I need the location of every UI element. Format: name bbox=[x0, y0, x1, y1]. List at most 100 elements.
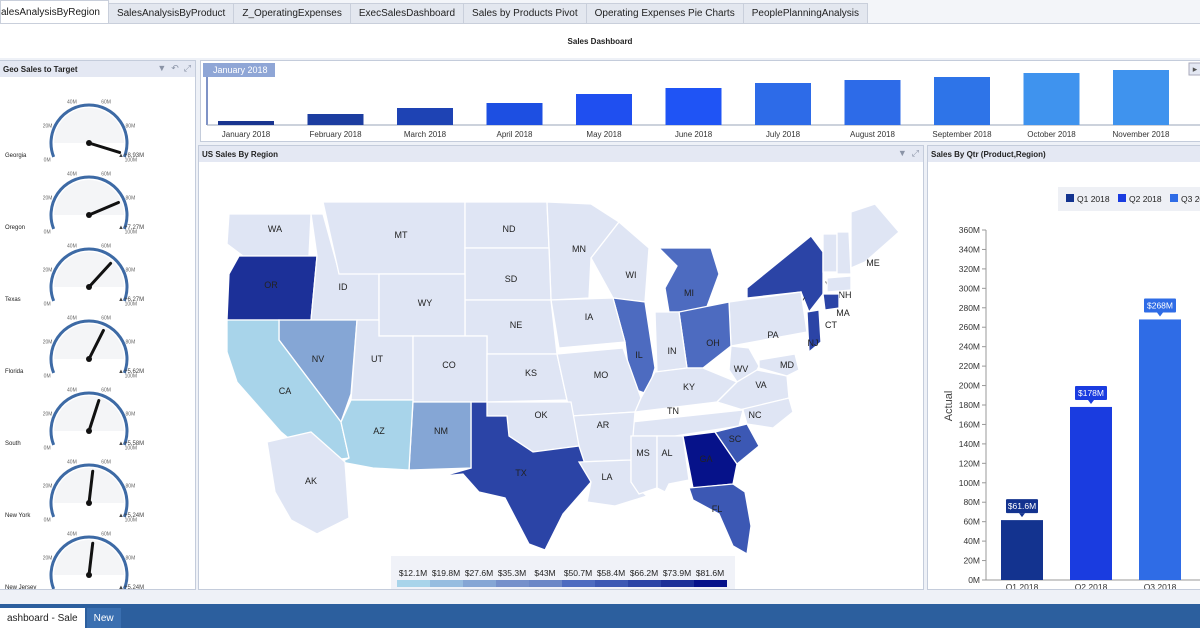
gauge-oregon[interactable]: 0M 20M 40M 60M 80M 100M Oregon ▲+7.27M bbox=[5, 171, 144, 235]
state-nh[interactable]: NH bbox=[836, 231, 852, 300]
tab-salesanalysisbyregion[interactable]: alesAnalysisByRegion bbox=[0, 0, 109, 23]
qtr-bar[interactable] bbox=[1001, 520, 1043, 580]
gauge-south[interactable]: 0M 20M 40M 60M 80M 100M South ▲+5.58M bbox=[5, 387, 144, 451]
filter-icon[interactable]: ▼ bbox=[897, 148, 907, 158]
state-fl[interactable]: FL bbox=[688, 483, 752, 556]
state-co[interactable]: CO bbox=[412, 335, 488, 403]
state-md[interactable]: MD bbox=[758, 353, 800, 377]
state-ma[interactable]: MA bbox=[826, 275, 852, 318]
state-shape[interactable] bbox=[442, 401, 592, 551]
state-shape[interactable] bbox=[408, 401, 472, 471]
qtr-y-tick: 60M bbox=[963, 517, 980, 527]
scroll-right-icon[interactable]: ▸ bbox=[1193, 64, 1198, 74]
state-az[interactable]: AZ bbox=[338, 399, 414, 471]
sheet-tab-dashboard[interactable]: ashboard - Sale bbox=[0, 608, 85, 628]
state-shape[interactable] bbox=[550, 297, 626, 349]
qtr-bar[interactable] bbox=[1070, 406, 1112, 580]
state-shape[interactable] bbox=[806, 309, 822, 354]
gauge-region-label: Oregon bbox=[5, 225, 25, 231]
state-nm[interactable]: NM bbox=[408, 401, 472, 471]
state-me[interactable]: ME bbox=[850, 203, 900, 269]
gauge-delta: ▲+5.24M bbox=[118, 585, 144, 590]
state-ct[interactable]: CT bbox=[822, 293, 840, 330]
state-ks[interactable]: KS bbox=[486, 353, 568, 403]
state-pa[interactable]: PA bbox=[728, 291, 808, 347]
timeline-badge-bg[interactable] bbox=[203, 63, 275, 77]
timeline-bar[interactable] bbox=[576, 94, 632, 125]
timeline-bar[interactable] bbox=[755, 83, 811, 125]
qtr-bar[interactable] bbox=[1139, 319, 1181, 580]
state-shape[interactable] bbox=[822, 233, 838, 273]
filter-icon[interactable]: ▼ bbox=[157, 63, 167, 73]
timeline-bar[interactable] bbox=[307, 114, 364, 125]
state-shape[interactable] bbox=[826, 275, 852, 293]
gauge-tick-label: 60M bbox=[101, 171, 111, 177]
sheet-tab-new[interactable]: New bbox=[86, 608, 121, 628]
timeline-scroll-right[interactable] bbox=[1188, 62, 1200, 76]
state-shape[interactable] bbox=[486, 353, 568, 403]
state-label: NC bbox=[749, 410, 762, 420]
us-map: WAORIDMTNDMNWIMINYVTNHMEMACTNJPAOHINILIA… bbox=[226, 201, 900, 589]
state-tx[interactable]: TX bbox=[442, 401, 592, 551]
state-shape[interactable] bbox=[590, 221, 650, 303]
state-oh[interactable]: OH bbox=[678, 301, 732, 369]
state-wi[interactable]: WI bbox=[590, 221, 650, 303]
state-or[interactable]: OR bbox=[226, 255, 318, 321]
state-sc[interactable]: SC bbox=[713, 423, 760, 465]
timeline-bar[interactable] bbox=[1113, 70, 1169, 125]
state-shape[interactable] bbox=[682, 431, 738, 489]
state-shape[interactable] bbox=[630, 435, 658, 495]
state-label: NV bbox=[312, 354, 325, 364]
state-shape[interactable] bbox=[688, 483, 752, 556]
undo-icon[interactable]: ↶ bbox=[171, 63, 179, 73]
state-ia[interactable]: IA bbox=[550, 297, 626, 349]
state-shape[interactable] bbox=[758, 353, 800, 377]
gauge-tick-label: 40M bbox=[67, 459, 77, 465]
tab-salesanalysisbyproduct[interactable]: SalesAnalysisByProduct bbox=[107, 3, 235, 23]
tab-z-operatingexpenses[interactable]: Z_OperatingExpenses bbox=[233, 3, 351, 23]
state-shape[interactable] bbox=[266, 431, 350, 535]
state-shape[interactable] bbox=[850, 203, 900, 269]
state-shape[interactable] bbox=[338, 399, 414, 471]
timeline-bar[interactable] bbox=[218, 121, 274, 125]
state-shape[interactable] bbox=[836, 231, 852, 275]
qtr-data-label-pointer bbox=[1088, 399, 1094, 404]
tab-sales-by-products-pivot[interactable]: Sales by Products Pivot bbox=[463, 3, 587, 23]
state-nd[interactable]: ND bbox=[464, 201, 550, 249]
timeline-bar[interactable] bbox=[1023, 73, 1080, 125]
state-mi[interactable]: MI bbox=[657, 247, 720, 313]
state-ak[interactable]: AK bbox=[266, 431, 350, 535]
timeline-bar[interactable] bbox=[844, 80, 901, 125]
state-ga[interactable]: GA bbox=[682, 431, 738, 489]
qtr-x-label: Q3 2018 bbox=[1144, 582, 1177, 590]
state-wa[interactable]: WA bbox=[226, 213, 312, 257]
state-shape[interactable] bbox=[713, 423, 760, 465]
timeline-bar[interactable] bbox=[397, 108, 453, 125]
state-wy[interactable]: WY bbox=[378, 273, 466, 337]
timeline-badge[interactable]: January 2018 bbox=[213, 65, 268, 75]
gauge-tick-label: 60M bbox=[101, 243, 111, 249]
timeline-bar[interactable] bbox=[934, 77, 990, 125]
gauge-new-york[interactable]: 0M 20M 40M 60M 80M 100M New York ▲+5.24M bbox=[5, 459, 144, 523]
gauge-region-label: New Jersey bbox=[5, 585, 36, 590]
expand-icon[interactable]: ⤢ bbox=[183, 63, 191, 73]
expand-icon[interactable]: ⤢ bbox=[911, 148, 919, 158]
state-shape[interactable] bbox=[226, 213, 312, 257]
tab-operating-expenses-pie-charts[interactable]: Operating Expenses Pie Charts bbox=[585, 3, 744, 23]
timeline-bar[interactable] bbox=[665, 88, 722, 125]
state-shape[interactable] bbox=[657, 247, 720, 313]
timeline-bar[interactable] bbox=[486, 103, 543, 125]
state-shape[interactable] bbox=[822, 293, 840, 311]
gauge-florida[interactable]: 0M 20M 40M 60M 80M 100M Florida ▲+5.62M bbox=[5, 315, 144, 379]
gauge-texas[interactable]: 0M 20M 40M 60M 80M 100M Texas ▲+6.27M bbox=[5, 243, 144, 307]
state-shape[interactable] bbox=[678, 301, 732, 369]
tab-peopleplanninganalysis[interactable]: PeoplePlanningAnalysis bbox=[742, 3, 869, 23]
state-ms[interactable]: MS bbox=[630, 435, 658, 495]
tab-execsalesdashboard[interactable]: ExecSalesDashboard bbox=[349, 3, 465, 23]
gauge-georgia[interactable]: 0M 20M 40M 60M 80M 100M Georgia ▲+8.93M bbox=[5, 99, 144, 163]
state-sd[interactable]: SD bbox=[464, 247, 552, 301]
state-nj[interactable]: NJ bbox=[806, 309, 822, 354]
state-mt[interactable]: MT bbox=[322, 201, 466, 275]
gauge-arc bbox=[49, 463, 129, 518]
